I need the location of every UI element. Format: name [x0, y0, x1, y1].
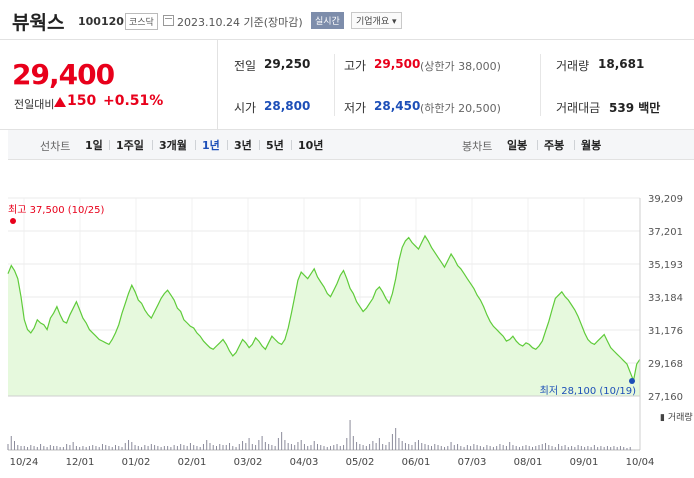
divider — [195, 140, 196, 150]
open-value: 28,800 — [264, 99, 311, 113]
price-date: 2023.10.24 기준(장마감) — [177, 16, 303, 29]
line-chart-label: 선차트 — [40, 140, 71, 153]
divider — [291, 140, 292, 150]
chart-period-bar: 선차트 1일 1주일 3개월 1년 3년 5년 10년 봉차트 일봉 주봉 월봉 — [8, 130, 694, 160]
y-tick-label: 29,168 — [648, 359, 683, 370]
volume-label: 거래량 — [556, 59, 590, 73]
volume-value: 18,681 — [598, 57, 645, 71]
x-tick-label: 06/01 — [402, 457, 431, 468]
x-tick-label: 07/03 — [458, 457, 487, 468]
x-tick-label: 02/01 — [178, 457, 207, 468]
x-tick-label: 04/03 — [290, 457, 319, 468]
stock-name[interactable]: 뷰웍스 — [12, 12, 65, 34]
price-chart[interactable]: 39,209 37,201 35,193 33,184 31,176 29,168 27,1… — [0, 160, 694, 478]
low-marker — [629, 378, 635, 384]
period-3m[interactable]: 3개월 — [159, 139, 187, 152]
x-tick-label: 08/01 — [514, 457, 543, 468]
high-value: 29,500 — [374, 57, 421, 71]
x-tick-label: 03/02 — [234, 457, 263, 468]
open-label: 시가 — [234, 101, 257, 115]
x-tick-label: 09/01 — [570, 457, 599, 468]
current-price-panel: 29,400 전일대비 150 +0.51% — [0, 40, 218, 130]
up-arrow-icon — [54, 97, 66, 107]
y-tick-label: 35,193 — [648, 260, 683, 271]
price-summary: 29,400 전일대비 150 +0.51% 전일 29,250 고가 29,5… — [0, 40, 694, 130]
company-info-dropdown[interactable]: 기업개요 ▾ — [351, 12, 402, 29]
candle-weekly[interactable]: 주봉 — [544, 139, 565, 152]
candle-monthly[interactable]: 월봉 — [581, 139, 602, 152]
divider — [334, 54, 335, 116]
y-tick-label: 31,176 — [648, 326, 683, 337]
x-tick-label: 01/02 — [122, 457, 151, 468]
stock-header: 뷰웍스 100120 코스닥 2023.10.24 기준(장마감) 실시간 기업… — [0, 0, 694, 40]
price-chart-svg: 39,209 37,201 35,193 33,184 31,176 29,168 27,1… — [7, 194, 693, 468]
period-10y[interactable]: 10년 — [298, 139, 324, 152]
current-price: 29,400 — [12, 58, 115, 91]
low-label: 최저 28,100 (10/19) — [540, 385, 636, 397]
divider — [152, 140, 153, 150]
volume-legend: ▮ 거래량 — [660, 411, 693, 423]
divider — [537, 140, 538, 150]
period-3y[interactable]: 3년 — [234, 139, 252, 152]
candle-chart-label: 봉차트 — [462, 140, 493, 153]
high-marker — [10, 218, 16, 224]
period-1w[interactable]: 1주일 — [116, 139, 144, 152]
trade-amount-value: 539 백만 — [609, 101, 661, 115]
prev-close-label: 전일 — [234, 59, 257, 73]
stock-code: 100120 — [78, 15, 124, 28]
calendar-icon — [163, 15, 174, 26]
upper-limit: (상한가 38,000) — [420, 60, 501, 73]
candle-daily[interactable]: 일봉 — [507, 139, 528, 152]
x-tick-label: 12/01 — [66, 457, 95, 468]
price-area — [8, 235, 640, 396]
change-label: 전일대비 — [14, 98, 55, 111]
high-label: 고가 — [344, 59, 367, 73]
trade-amount-label: 거래대금 — [556, 101, 601, 115]
y-tick-label: 33,184 — [648, 293, 683, 304]
divider — [574, 140, 575, 150]
divider — [259, 140, 260, 150]
market-badge: 코스닥 — [125, 13, 158, 30]
lower-limit: (하한가 20,500) — [420, 102, 501, 115]
period-1d[interactable]: 1일 — [85, 139, 103, 152]
y-tick-label: 27,160 — [648, 392, 683, 403]
period-5y[interactable]: 5년 — [266, 139, 284, 152]
divider — [109, 140, 110, 150]
divider — [540, 54, 541, 116]
high-label: 최고 37,500 (10/25) — [8, 204, 104, 216]
low-value: 28,450 — [374, 99, 421, 113]
divider — [227, 140, 228, 150]
realtime-button[interactable]: 실시간 — [311, 12, 344, 29]
x-tick-label: 10/24 — [10, 457, 39, 468]
change-percent: +0.51% — [103, 93, 164, 109]
y-tick-label: 39,209 — [648, 194, 683, 205]
x-tick-label: 10/04 — [626, 457, 655, 468]
low-label: 저가 — [344, 101, 367, 115]
change-value: 150 — [67, 93, 97, 109]
x-tick-label: 05/02 — [346, 457, 375, 468]
prev-close-value: 29,250 — [264, 57, 311, 71]
period-1y[interactable]: 1년 — [202, 139, 220, 152]
price-line — [7, 234, 641, 383]
y-tick-label: 37,201 — [648, 227, 683, 238]
